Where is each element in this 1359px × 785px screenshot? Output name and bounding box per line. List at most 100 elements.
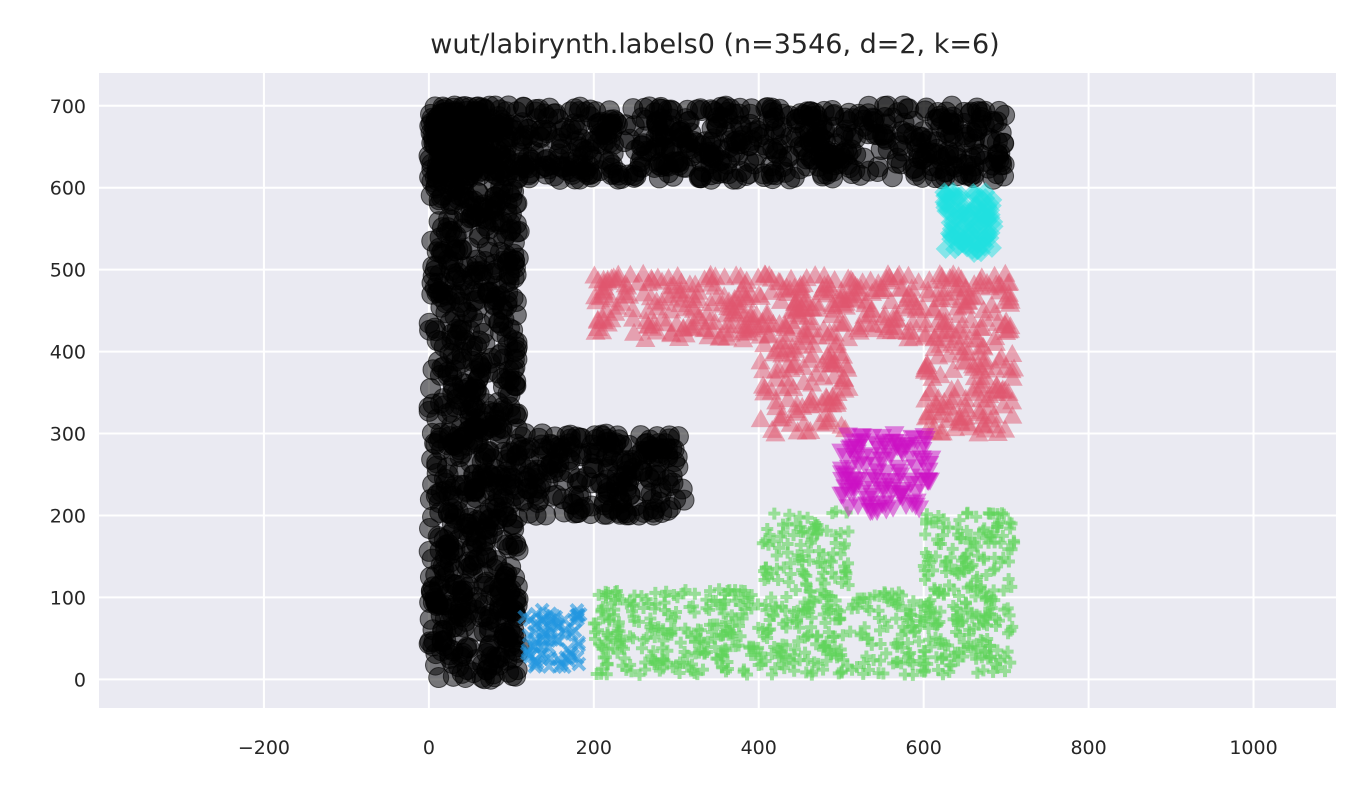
point (892, 95, 914, 117)
point (784, 567, 797, 580)
point (530, 127, 552, 149)
point (839, 565, 852, 578)
point (927, 564, 940, 577)
point (657, 284, 678, 303)
point (907, 595, 920, 608)
point (886, 321, 907, 340)
point (663, 151, 685, 173)
point (661, 644, 674, 657)
point (786, 301, 807, 320)
point (802, 387, 823, 406)
point (1004, 656, 1017, 669)
point (919, 573, 932, 586)
point (799, 646, 812, 659)
point (487, 362, 509, 384)
point (980, 409, 1001, 428)
point (632, 615, 645, 628)
point (525, 101, 547, 123)
point (827, 547, 840, 560)
point (768, 640, 781, 653)
point (668, 611, 681, 624)
point (717, 650, 730, 663)
point (915, 389, 936, 408)
point (805, 363, 826, 382)
point (973, 300, 994, 319)
point (920, 513, 933, 526)
point (544, 103, 566, 125)
point (992, 614, 1005, 627)
point (700, 645, 713, 658)
point (991, 520, 1004, 533)
point (993, 395, 1014, 414)
point (569, 96, 591, 118)
point (689, 308, 710, 327)
point (644, 612, 657, 625)
point (877, 264, 898, 283)
point (911, 166, 933, 188)
point (528, 427, 550, 449)
point (905, 459, 926, 478)
point (726, 632, 739, 645)
point (896, 589, 909, 602)
point (754, 651, 767, 664)
point (983, 507, 996, 520)
x-tick-label: 400 (741, 737, 777, 759)
point (681, 145, 703, 167)
point (831, 651, 844, 664)
point (770, 331, 791, 350)
point (836, 629, 849, 642)
point (589, 632, 602, 645)
point (564, 626, 579, 641)
point (761, 281, 782, 300)
point (921, 657, 934, 670)
point (788, 664, 801, 677)
point (917, 560, 930, 573)
point (756, 623, 769, 636)
point (926, 516, 939, 529)
point (932, 663, 945, 676)
point (988, 562, 1001, 575)
point (874, 315, 895, 334)
point (637, 300, 658, 319)
y-tick-label: 400 (50, 342, 86, 364)
point (804, 585, 817, 598)
point (765, 668, 778, 681)
point (567, 468, 589, 490)
point (778, 282, 799, 301)
point (973, 527, 986, 540)
point (938, 144, 960, 166)
point (719, 642, 732, 655)
point (780, 639, 793, 652)
point (995, 556, 1008, 569)
point (818, 577, 831, 590)
point (815, 584, 828, 597)
point (797, 567, 810, 580)
point (800, 577, 813, 590)
point (685, 630, 698, 643)
point (945, 418, 966, 437)
point (792, 635, 805, 648)
point (932, 510, 945, 523)
point (745, 602, 758, 615)
point (792, 396, 813, 415)
point (668, 589, 681, 602)
point (969, 648, 982, 661)
point (948, 186, 969, 207)
series-plus (587, 505, 1021, 681)
point (611, 434, 633, 456)
point (754, 334, 775, 353)
point (625, 665, 638, 678)
point (821, 305, 842, 324)
point (527, 632, 543, 648)
point (956, 560, 969, 573)
point (983, 640, 996, 653)
point (979, 396, 1000, 415)
point (876, 501, 897, 520)
point (890, 612, 903, 625)
point (873, 624, 886, 637)
point (870, 139, 892, 161)
point (952, 646, 965, 659)
point (902, 110, 924, 132)
point (484, 666, 506, 688)
point (984, 608, 997, 621)
